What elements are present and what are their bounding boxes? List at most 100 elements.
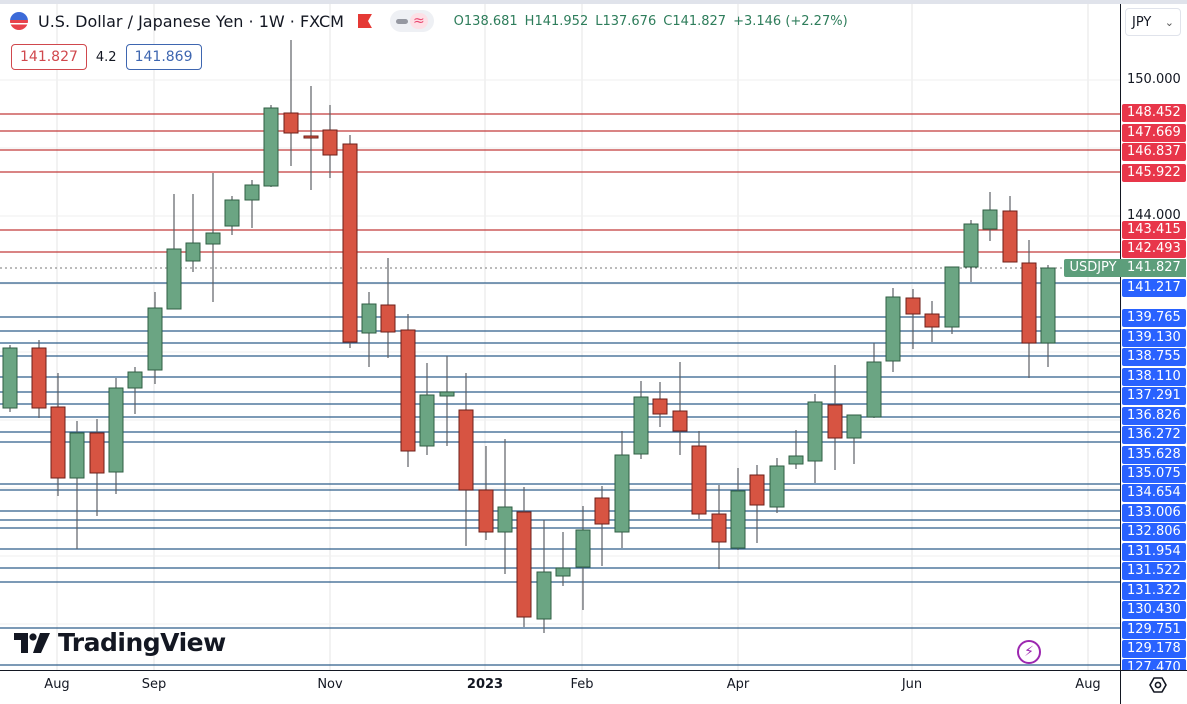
candle[interactable] xyxy=(594,486,610,566)
candle[interactable] xyxy=(846,414,862,464)
candle[interactable] xyxy=(244,180,260,228)
support-level-label: 139.765 xyxy=(1122,309,1186,327)
wave-icon[interactable]: ≈ xyxy=(409,13,428,29)
candle[interactable] xyxy=(924,301,940,342)
price-tick-label: 144.000 xyxy=(1127,208,1181,223)
candle[interactable] xyxy=(749,465,765,543)
settings-gear-icon[interactable] xyxy=(1148,675,1168,695)
candle[interactable] xyxy=(807,394,823,483)
candle[interactable] xyxy=(516,487,532,627)
open-label: O xyxy=(453,13,464,29)
usd-jpy-flag-icon xyxy=(10,12,28,30)
candle[interactable] xyxy=(536,520,552,633)
lightning-icon[interactable]: ⚡ xyxy=(1017,640,1041,664)
candle[interactable] xyxy=(50,373,66,496)
candle[interactable] xyxy=(31,340,47,418)
current-price-label: 141.827 xyxy=(1122,259,1186,277)
candle[interactable] xyxy=(944,266,960,334)
candle[interactable] xyxy=(303,86,319,190)
flag-marker-icon[interactable] xyxy=(357,14,372,28)
candle[interactable] xyxy=(885,288,901,372)
candle[interactable] xyxy=(652,382,668,427)
candle[interactable] xyxy=(166,194,182,310)
tradingview-wordmark: TradingView xyxy=(58,628,226,657)
open-value: 138.681 xyxy=(463,13,518,29)
candle[interactable] xyxy=(788,430,804,469)
support-level-label: 131.522 xyxy=(1122,562,1186,580)
support-level-label: 139.130 xyxy=(1122,329,1186,347)
candle[interactable] xyxy=(827,365,843,470)
candle[interactable] xyxy=(89,419,105,516)
candle[interactable] xyxy=(147,292,163,384)
low-value: 137.676 xyxy=(602,13,657,29)
chart-legend: U.S. Dollar / Japanese Yen · 1W · FXCM ≈… xyxy=(10,10,848,32)
close-label: C xyxy=(663,13,673,29)
candle[interactable] xyxy=(497,439,513,574)
candle[interactable] xyxy=(2,345,18,412)
support-level-label: 134.654 xyxy=(1122,484,1186,502)
time-tick-label: Aug xyxy=(44,677,70,692)
candle[interactable] xyxy=(283,40,299,166)
candle[interactable] xyxy=(69,421,85,549)
candle[interactable] xyxy=(982,192,998,241)
candle[interactable] xyxy=(711,485,727,569)
candle[interactable] xyxy=(127,367,143,414)
candle[interactable] xyxy=(205,173,221,302)
candle[interactable] xyxy=(672,362,688,455)
symbol-title[interactable]: U.S. Dollar / Japanese Yen · 1W · FXCM xyxy=(38,11,344,31)
candle[interactable] xyxy=(400,314,416,467)
candle[interactable] xyxy=(1002,196,1018,263)
high-value: 141.952 xyxy=(534,13,589,29)
support-level-label: 131.954 xyxy=(1122,543,1186,561)
tradingview-logo[interactable]: TradingView xyxy=(14,628,226,657)
candle[interactable] xyxy=(322,105,338,178)
candle[interactable] xyxy=(224,196,240,235)
resistance-level-label: 146.837 xyxy=(1122,143,1186,161)
candle[interactable] xyxy=(963,220,979,282)
candle[interactable] xyxy=(361,292,377,367)
candlestick-chart[interactable] xyxy=(0,4,1120,670)
support-level-label: 135.628 xyxy=(1122,446,1186,464)
candle[interactable] xyxy=(905,289,921,349)
resistance-level-label: 148.452 xyxy=(1122,104,1186,122)
candle[interactable] xyxy=(478,446,494,540)
candle[interactable] xyxy=(633,381,649,459)
chevron-down-icon: ⌄ xyxy=(1164,15,1174,29)
candle[interactable] xyxy=(380,258,396,358)
candle[interactable] xyxy=(866,343,882,418)
candle[interactable] xyxy=(458,373,474,546)
candle[interactable] xyxy=(185,194,201,272)
chart-pane[interactable] xyxy=(0,4,1120,670)
time-tick-label: Apr xyxy=(726,677,750,692)
axis-corner xyxy=(1120,670,1187,704)
candle[interactable] xyxy=(614,431,630,548)
close-value: 141.827 xyxy=(672,13,727,29)
candle[interactable] xyxy=(263,105,279,187)
low-label: L xyxy=(595,13,603,29)
buy-button[interactable]: 141.869 xyxy=(125,44,202,70)
support-level-label: 129.178 xyxy=(1122,640,1186,658)
time-tick-label: Sep xyxy=(141,677,167,692)
time-axis[interactable] xyxy=(0,670,1120,704)
candle[interactable] xyxy=(419,363,435,455)
top-border xyxy=(0,0,1187,4)
candle[interactable] xyxy=(555,532,571,586)
candle[interactable] xyxy=(691,431,707,519)
candle[interactable] xyxy=(342,135,358,348)
sell-button[interactable]: 141.827 xyxy=(11,44,87,70)
candle[interactable] xyxy=(1021,240,1037,378)
candle[interactable] xyxy=(769,458,785,513)
candle[interactable] xyxy=(575,506,591,610)
support-level-label: 129.751 xyxy=(1122,621,1186,639)
time-tick-label: Aug xyxy=(1075,677,1101,692)
currency-selector[interactable]: JPY ⌄ xyxy=(1125,8,1181,36)
candle[interactable] xyxy=(730,468,746,550)
indicator-toggle[interactable]: ≈ xyxy=(389,10,434,32)
ohlc-values: O138.681 H141.952 L137.676 C141.827 +3.1… xyxy=(454,14,848,29)
candle[interactable] xyxy=(1040,265,1056,367)
time-tick-label: Nov xyxy=(317,677,343,692)
candle[interactable] xyxy=(108,378,124,494)
time-tick-label: Jun xyxy=(901,677,923,692)
candle[interactable] xyxy=(439,356,455,446)
hide-icon[interactable] xyxy=(395,18,408,24)
